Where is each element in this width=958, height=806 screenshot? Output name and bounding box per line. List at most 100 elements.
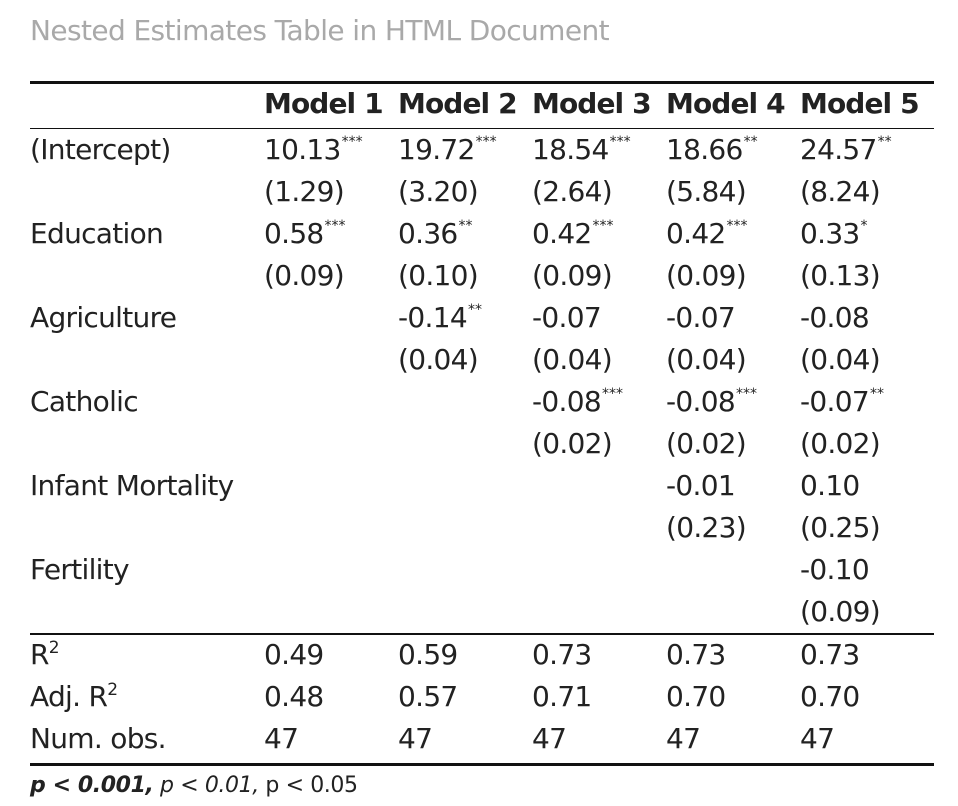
std-error-cell: (0.13) <box>800 259 881 293</box>
std-error-cell: (5.84) <box>666 175 747 209</box>
stat-value-value: 47 <box>666 722 701 755</box>
stat-label-marker: 2 <box>48 638 60 658</box>
std-error-cell: (8.24) <box>800 175 881 209</box>
stat-value: 0.70 <box>800 680 860 714</box>
estimate-cell-value: 0.58 <box>264 217 324 250</box>
estimate-cell-marker: *** <box>592 218 614 234</box>
estimate-cell-marker: *** <box>341 134 363 150</box>
stat-label: Adj. R2 <box>30 680 118 718</box>
stat-value: 0.48 <box>264 680 324 714</box>
document-title: Nested Estimates Table in HTML Document <box>30 14 610 47</box>
estimate-cell-value: -0.07 <box>532 301 602 334</box>
stat-value: 47 <box>264 722 299 756</box>
column-header-model-2: Model 2 <box>398 87 518 121</box>
std-error-cell: (1.29) <box>264 175 345 209</box>
stat-label: Num. obs. <box>30 722 167 756</box>
stat-value: 47 <box>800 722 835 756</box>
estimate-cell-marker: *** <box>609 134 631 150</box>
std-error-cell-value: (5.84) <box>666 175 747 208</box>
std-error-cell-value: (0.04) <box>398 343 479 376</box>
estimate-cell: 0.58*** <box>264 217 346 256</box>
row-label: Agriculture <box>30 301 177 335</box>
column-header-model-1-value: Model 1 <box>264 87 384 120</box>
estimate-cell-value: -0.08 <box>666 385 736 418</box>
estimate-cell-value: -0.07 <box>666 301 736 334</box>
stat-value-value: 0.59 <box>398 638 458 671</box>
stat-value-value: 0.73 <box>532 638 592 671</box>
std-error-cell: (0.02) <box>666 427 747 461</box>
stat-label-value: Num. obs. <box>30 722 167 755</box>
std-error-cell: (0.02) <box>532 427 613 461</box>
std-error-cell: (0.10) <box>398 259 479 293</box>
estimate-cell-marker: ** <box>869 386 884 402</box>
column-header-model-4-value: Model 4 <box>666 87 786 120</box>
stat-value-value: 47 <box>398 722 433 755</box>
stat-value-value: 0.48 <box>264 680 324 713</box>
std-error-cell-value: (0.02) <box>800 427 881 460</box>
std-error-cell-value: (8.24) <box>800 175 881 208</box>
estimate-cell: -0.08 <box>800 301 870 335</box>
std-error-cell: (0.04) <box>398 343 479 377</box>
estimate-cell: 0.10 <box>800 469 860 503</box>
column-header-model-3: Model 3 <box>532 87 652 121</box>
std-error-cell-value: (0.04) <box>800 343 881 376</box>
std-error-cell-value: (0.04) <box>532 343 613 376</box>
std-error-cell-value: (0.09) <box>666 259 747 292</box>
column-header-model-1: Model 1 <box>264 87 384 121</box>
stat-value-value: 0.70 <box>800 680 860 713</box>
stat-value: 0.57 <box>398 680 458 714</box>
stats-rule <box>30 633 934 635</box>
estimate-cell: -0.07 <box>532 301 602 335</box>
stat-value-value: 0.71 <box>532 680 592 713</box>
std-error-cell-value: (0.09) <box>532 259 613 292</box>
estimate-cell-marker: *** <box>601 386 623 402</box>
std-error-cell-value: (0.25) <box>800 511 881 544</box>
std-error-cell: (2.64) <box>532 175 613 209</box>
std-error-cell: (0.04) <box>532 343 613 377</box>
stat-value-value: 0.73 <box>666 638 726 671</box>
std-error-cell: (0.09) <box>264 259 345 293</box>
estimate-cell-value: -0.10 <box>800 553 870 586</box>
std-error-cell: (0.23) <box>666 511 747 545</box>
stat-value: 47 <box>398 722 433 756</box>
estimate-cell-value: 0.42 <box>666 217 726 250</box>
significance-note: p < 0.001, p < 0.01, p < 0.05 <box>30 772 358 800</box>
stat-value: 0.73 <box>800 638 860 672</box>
estimate-cell-marker: ** <box>743 134 758 150</box>
row-label-value: (Intercept) <box>30 133 171 166</box>
std-error-cell-value: (0.23) <box>666 511 747 544</box>
std-error-cell: (0.09) <box>800 595 881 629</box>
note-p01: p < 0.01, <box>160 773 259 798</box>
stat-value-value: 47 <box>264 722 299 755</box>
estimate-cell-value: -0.14 <box>398 301 468 334</box>
stat-value: 0.73 <box>532 638 592 672</box>
estimate-cell-value: 0.10 <box>800 469 860 502</box>
std-error-cell-value: (3.20) <box>398 175 479 208</box>
row-label: (Intercept) <box>30 133 171 167</box>
estimate-cell: -0.08*** <box>666 385 757 424</box>
estimate-cell: 19.72*** <box>398 133 497 172</box>
std-error-cell: (3.20) <box>398 175 479 209</box>
std-error-cell-value: (0.02) <box>532 427 613 460</box>
estimate-cell-value: 24.57 <box>800 133 877 166</box>
note-p001: p < 0.001, <box>30 773 154 798</box>
row-label-value: Fertility <box>30 553 130 586</box>
estimate-cell-value: 0.42 <box>532 217 592 250</box>
std-error-cell-value: (2.64) <box>532 175 613 208</box>
estimate-cell: 0.33* <box>800 217 868 256</box>
estimate-cell: 18.66** <box>666 133 758 172</box>
std-error-cell: (0.02) <box>800 427 881 461</box>
std-error-cell: (0.09) <box>666 259 747 293</box>
estimate-cell-marker: *** <box>324 218 346 234</box>
estimate-cell: -0.10 <box>800 553 870 587</box>
stat-value-value: 0.57 <box>398 680 458 713</box>
stat-label-value: Adj. R <box>30 680 108 713</box>
estimate-cell: 0.42*** <box>532 217 614 256</box>
estimate-cell: 0.36** <box>398 217 473 256</box>
stat-label-value: R <box>30 638 49 671</box>
stat-value: 47 <box>532 722 567 756</box>
estimate-cell-value: 18.54 <box>532 133 609 166</box>
header-rule <box>30 128 934 129</box>
note-p05: p < 0.05 <box>265 773 358 798</box>
